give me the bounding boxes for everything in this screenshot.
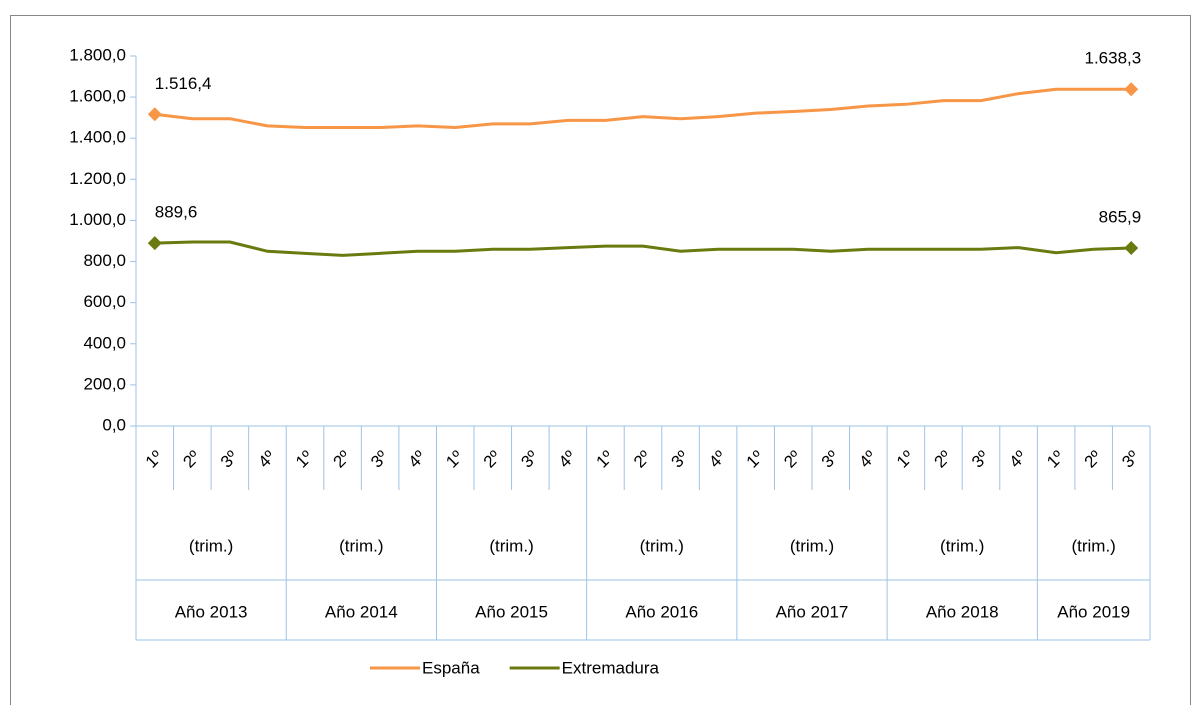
- x-tick-label: 3º: [968, 447, 993, 472]
- legend-label: Extremadura: [562, 658, 660, 677]
- group-sublabel: (trim.): [790, 536, 834, 555]
- x-tick-label: 1º: [743, 447, 768, 472]
- point-marker: [1124, 241, 1139, 256]
- x-tick-label: 3º: [1118, 447, 1143, 472]
- group-sublabel: (trim.): [339, 536, 383, 555]
- x-tick-label: 4º: [705, 447, 730, 472]
- x-tick-label: 2º: [179, 447, 204, 472]
- data-label: 1.516,4: [155, 74, 212, 93]
- y-tick-label: 1.600,0: [69, 87, 126, 106]
- x-tick-label: 1º: [142, 447, 167, 472]
- x-tick-label: 1º: [893, 447, 918, 472]
- x-tick-label: 4º: [405, 447, 430, 472]
- x-tick-label: 4º: [254, 447, 279, 472]
- point-marker: [1124, 82, 1139, 97]
- group-label: Año 2017: [776, 602, 849, 621]
- x-tick-label: 2º: [480, 447, 505, 472]
- x-tick-label: 3º: [668, 447, 693, 472]
- x-tick-label: 2º: [1081, 447, 1106, 472]
- y-tick-label: 1.200,0: [69, 169, 126, 188]
- group-label: Año 2016: [625, 602, 698, 621]
- series-line: [154, 240, 1132, 257]
- point-marker: [147, 236, 162, 251]
- x-tick-label: 3º: [217, 447, 242, 472]
- group-sublabel: (trim.): [189, 536, 233, 555]
- group-sublabel: (trim.): [640, 536, 684, 555]
- group-label: Año 2013: [175, 602, 248, 621]
- x-tick-label: 4º: [855, 447, 880, 472]
- x-tick-label: 2º: [780, 447, 805, 472]
- group-sublabel: (trim.): [1071, 536, 1115, 555]
- x-tick-label: 2º: [930, 447, 955, 472]
- x-tick-label: 1º: [592, 447, 617, 472]
- x-tick-label: 2º: [630, 447, 655, 472]
- group-sublabel: (trim.): [940, 536, 984, 555]
- group-label: Año 2019: [1057, 602, 1130, 621]
- x-tick-label: 4º: [555, 447, 580, 472]
- series-line: [154, 87, 1132, 130]
- group-label: Año 2014: [325, 602, 398, 621]
- y-tick-label: 1.000,0: [69, 210, 126, 229]
- y-tick-label: 1.800,0: [69, 45, 126, 64]
- x-tick-label: 3º: [517, 447, 542, 472]
- y-tick-label: 400,0: [83, 333, 126, 352]
- chart-frame: [10, 15, 1191, 710]
- x-tick-label: 1º: [292, 447, 317, 472]
- data-label: 865,9: [1099, 207, 1142, 226]
- y-tick-label: 200,0: [83, 374, 126, 393]
- legend-label: España: [422, 658, 480, 677]
- data-label: 1.638,3: [1084, 49, 1141, 68]
- group-label: Año 2018: [926, 602, 999, 621]
- data-label: 889,6: [155, 203, 198, 222]
- y-tick-label: 1.400,0: [69, 128, 126, 147]
- group-sublabel: (trim.): [489, 536, 533, 555]
- y-tick-label: 0,0: [102, 415, 126, 434]
- x-tick-label: 4º: [1006, 447, 1031, 472]
- x-tick-label: 3º: [367, 447, 392, 472]
- x-tick-label: 1º: [442, 447, 467, 472]
- x-tick-label: 3º: [818, 447, 843, 472]
- x-tick-label: 2º: [330, 447, 355, 472]
- point-marker: [147, 107, 162, 122]
- y-tick-label: 800,0: [83, 251, 126, 270]
- x-tick-label: 1º: [1043, 447, 1068, 472]
- y-tick-label: 600,0: [83, 292, 126, 311]
- group-label: Año 2015: [475, 602, 548, 621]
